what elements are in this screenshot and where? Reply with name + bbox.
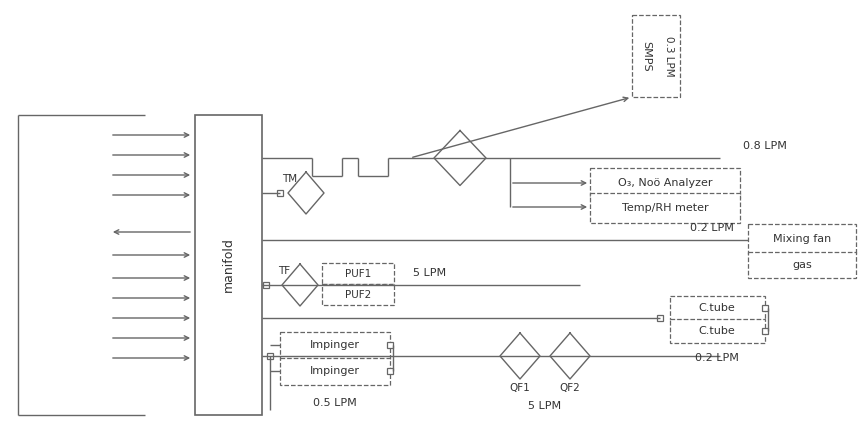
Text: PUF1: PUF1: [344, 269, 371, 279]
Bar: [670, 296, 765, 320]
Bar: [267, 353, 273, 359]
Bar: [657, 315, 663, 321]
Text: 5 LPM: 5 LPM: [528, 401, 562, 411]
Bar: [322, 284, 394, 305]
Bar: [748, 252, 856, 278]
Bar: [263, 282, 269, 288]
Bar: [762, 328, 768, 334]
Text: TF: TF: [278, 266, 290, 276]
Text: Mixing fan: Mixing fan: [773, 234, 832, 244]
Bar: [322, 263, 394, 284]
Bar: [280, 332, 390, 359]
Text: Temp/RH meter: Temp/RH meter: [622, 203, 709, 213]
Text: Impinger: Impinger: [310, 366, 360, 376]
Text: 0.2 LPM: 0.2 LPM: [690, 223, 734, 233]
Text: C.tube: C.tube: [698, 326, 735, 336]
Bar: [590, 168, 740, 198]
Bar: [387, 342, 393, 348]
Bar: [748, 224, 856, 254]
Bar: [195, 115, 262, 415]
Text: QF1: QF1: [509, 383, 530, 393]
Bar: [387, 368, 393, 374]
Text: O₃, Noӧ Analyzer: O₃, Noӧ Analyzer: [618, 178, 712, 188]
Text: manifold: manifold: [222, 238, 235, 293]
Text: gas: gas: [792, 260, 812, 270]
Text: TM: TM: [283, 174, 297, 184]
Text: SMPS: SMPS: [641, 40, 651, 71]
Text: PUF2: PUF2: [344, 290, 371, 300]
Text: 0.3 LPM: 0.3 LPM: [664, 36, 674, 76]
Text: 0.2 LPM: 0.2 LPM: [695, 353, 739, 363]
Text: Impinger: Impinger: [310, 340, 360, 350]
Bar: [280, 358, 390, 385]
Text: 0.8 LPM: 0.8 LPM: [743, 141, 787, 151]
Text: 0.5 LPM: 0.5 LPM: [314, 398, 356, 408]
Text: QF2: QF2: [559, 383, 581, 393]
Text: C.tube: C.tube: [698, 303, 735, 313]
Text: 5 LPM: 5 LPM: [413, 268, 447, 278]
Bar: [670, 319, 765, 343]
Bar: [762, 305, 768, 311]
Bar: [277, 190, 283, 196]
Bar: [590, 193, 740, 223]
Bar: [632, 15, 680, 97]
